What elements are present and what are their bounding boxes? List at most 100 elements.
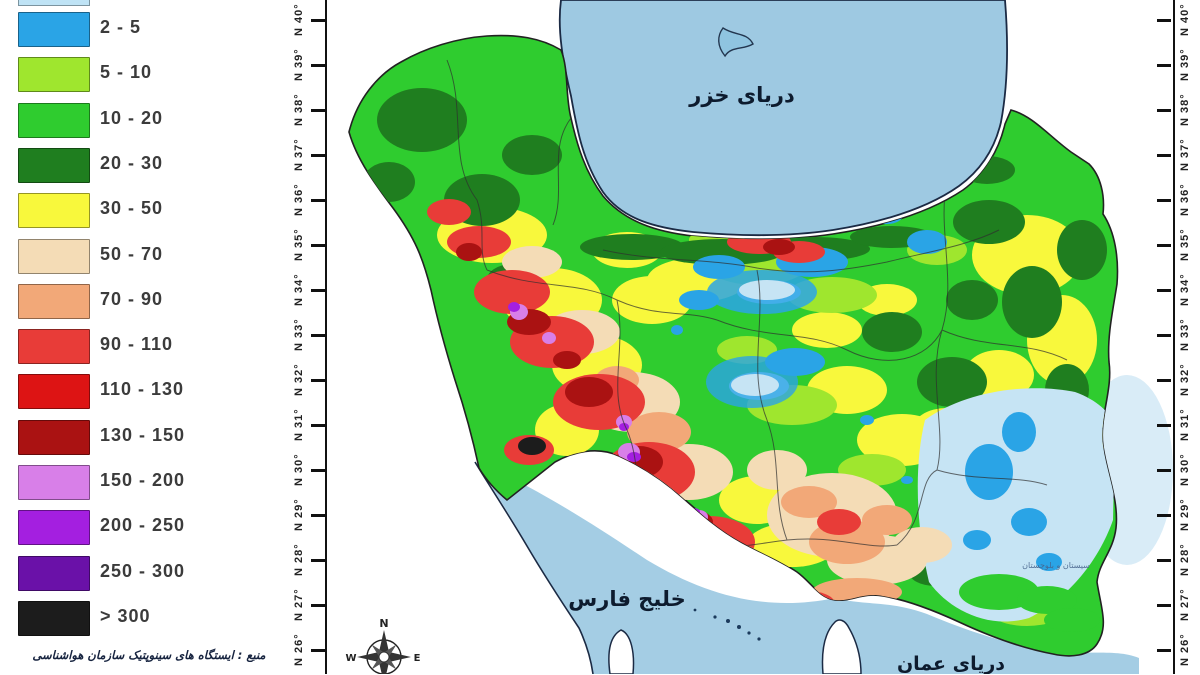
legend-swatch xyxy=(18,374,90,409)
legend-swatch xyxy=(18,193,90,228)
latitude-tick xyxy=(1157,649,1171,652)
latitude-label: N 30° xyxy=(1179,453,1191,487)
legend-label: 90 - 110 xyxy=(100,334,174,354)
caspian-inlet xyxy=(718,27,754,58)
latitude-tick xyxy=(1157,244,1171,247)
legend-label: 250 - 300 xyxy=(100,561,186,581)
legend-swatch xyxy=(18,148,90,183)
compass-rose: N W E xyxy=(345,617,421,674)
legend-item: 50 - 70 xyxy=(0,239,292,274)
sistan-region-label: سیستان و بلوچستان xyxy=(1022,561,1090,570)
latitude-label: N 27° xyxy=(1179,588,1191,622)
latitude-tick xyxy=(311,334,325,337)
legend-source-note: منبع : ایستگاه های سینوپتیک سازمان هواشن… xyxy=(32,648,266,662)
latitude-label: N 32° xyxy=(1179,363,1191,397)
latitude-label: N 34° xyxy=(1179,273,1191,307)
musandam-peninsula xyxy=(821,619,862,674)
latitude-label: N 40° xyxy=(293,3,305,37)
legend-label: 5 - 10 xyxy=(100,62,153,82)
latitude-tick xyxy=(311,559,325,562)
oman-sea-label: دریای عمان xyxy=(897,653,1005,674)
latitude-tick xyxy=(311,154,325,157)
latitude-tick xyxy=(311,649,325,652)
latitude-tick xyxy=(311,604,325,607)
legend-swatch xyxy=(18,465,90,500)
caspian-sea xyxy=(558,0,1008,237)
latitude-label: N 27° xyxy=(293,588,305,622)
latitude-label: N 31° xyxy=(293,408,305,442)
legend-swatch xyxy=(18,510,90,545)
legend-label: 70 - 90 xyxy=(100,289,164,309)
latitude-label: N 26° xyxy=(293,633,305,667)
latitude-tick xyxy=(1157,289,1171,292)
legend-label: 50 - 70 xyxy=(100,244,164,264)
legend-swatch xyxy=(18,601,90,636)
latitude-label: N 34° xyxy=(293,273,305,307)
legend-label: 200 - 250 xyxy=(100,515,186,535)
latitude-label: N 28° xyxy=(293,543,305,577)
latitude-tick xyxy=(311,244,325,247)
latitude-tick xyxy=(311,289,325,292)
latitude-tick xyxy=(1157,514,1171,517)
latitude-tick xyxy=(311,64,325,67)
latitude-tick xyxy=(1157,469,1171,472)
legend-swatch xyxy=(18,12,90,47)
latitude-label: N 29° xyxy=(1179,498,1191,532)
legend-item: 5 - 10 xyxy=(0,57,292,92)
latitude-label: N 37° xyxy=(1179,138,1191,172)
latitude-tick xyxy=(1157,334,1171,337)
latitude-label: N 28° xyxy=(1179,543,1191,577)
compass-west-label: W xyxy=(345,653,356,664)
qatar-peninsula xyxy=(608,629,635,674)
latitude-tick xyxy=(311,199,325,202)
legend-swatch xyxy=(18,239,90,274)
latitude-tick xyxy=(1157,559,1171,562)
legend-swatch-partial xyxy=(18,0,90,6)
legend-item: 2 - 5 xyxy=(0,12,292,47)
latitude-label: N 39° xyxy=(1179,48,1191,82)
legend-label: 20 - 30 xyxy=(100,153,164,173)
latitude-label: N 35° xyxy=(1179,228,1191,262)
latitude-label: N 39° xyxy=(293,48,305,82)
latitude-label: N 36° xyxy=(293,183,305,217)
persian-gulf-label: خلیج فارس xyxy=(568,587,685,611)
legend-swatch xyxy=(18,284,90,319)
latitude-label: N 31° xyxy=(1179,408,1191,442)
legend-item: > 300 xyxy=(0,601,292,636)
legend-item: 90 - 110 xyxy=(0,329,292,364)
latitude-label: N 33° xyxy=(1179,318,1191,352)
legend-swatch xyxy=(18,329,90,364)
latitude-tick xyxy=(311,424,325,427)
caspian-sea-label: دریای خزر xyxy=(688,83,795,107)
latitude-tick xyxy=(1157,604,1171,607)
latitude-label: N 38° xyxy=(293,93,305,127)
latitude-label: N 35° xyxy=(293,228,305,262)
legend-item: 20 - 30 xyxy=(0,148,292,183)
compass-north-label: N xyxy=(379,617,388,630)
latitude-tick xyxy=(311,514,325,517)
latitude-tick xyxy=(311,469,325,472)
legend-swatch xyxy=(18,103,90,138)
legend-label: > 300 xyxy=(100,606,151,626)
province-borders xyxy=(446,59,1068,549)
map-svg: دریای خزر خلیج فارس دریای عمان سیستان و … xyxy=(327,0,1173,674)
latitude-tick xyxy=(1157,424,1171,427)
legend-item: 110 - 130 xyxy=(0,374,292,409)
legend-swatch xyxy=(18,57,90,92)
latitude-label: N 26° xyxy=(1179,633,1191,667)
latitude-label: N 40° xyxy=(1179,3,1191,37)
latitude-label: N 30° xyxy=(293,453,305,487)
latitude-label: N 33° xyxy=(293,318,305,352)
compass-east-label: E xyxy=(414,653,421,664)
legend-item: 250 - 300 xyxy=(0,556,292,591)
latitude-label: N 29° xyxy=(293,498,305,532)
latitude-tick xyxy=(311,109,325,112)
latitude-tick xyxy=(311,379,325,382)
gulf-islands xyxy=(693,608,761,641)
latitude-tick xyxy=(311,19,325,22)
legend-swatch xyxy=(18,556,90,591)
legend-item: 70 - 90 xyxy=(0,284,292,319)
latitude-label: N 38° xyxy=(1179,93,1191,127)
legend-swatch xyxy=(18,420,90,455)
legend-item: 10 - 20 xyxy=(0,103,292,138)
